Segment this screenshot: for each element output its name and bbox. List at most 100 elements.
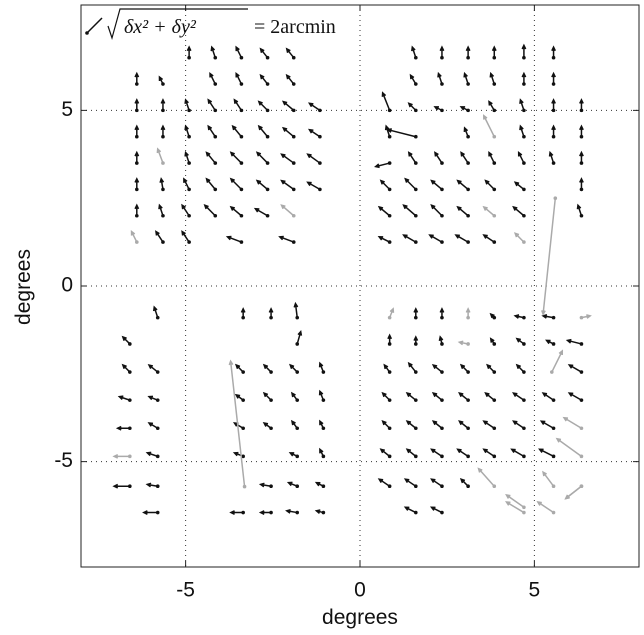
arrow <box>579 314 592 320</box>
arrow <box>134 203 140 218</box>
arrow <box>112 453 132 459</box>
arrow-tail <box>522 398 526 402</box>
arrow-tail <box>466 370 470 374</box>
arrow-shaft <box>403 478 417 487</box>
arrow <box>307 102 322 113</box>
arrow-shaft <box>386 128 416 138</box>
arrow-tail <box>440 187 444 192</box>
arrow-shaft <box>519 124 525 137</box>
arrow <box>488 150 497 165</box>
arrow-tail <box>414 187 418 192</box>
arrow-tail <box>295 370 300 374</box>
arrow-tail <box>579 161 584 165</box>
arrow-tail <box>321 510 326 515</box>
arrow-shaft <box>555 437 582 457</box>
arrow-tail <box>387 108 392 113</box>
arrow <box>482 448 497 459</box>
arrow <box>160 124 166 139</box>
arrow-tail <box>241 426 245 431</box>
arrow-shaft <box>285 47 295 59</box>
arrow-tail <box>241 398 245 402</box>
arrow-tail <box>551 342 556 346</box>
arrow <box>134 98 140 113</box>
arrow <box>207 124 218 139</box>
arrow-tail <box>291 55 296 60</box>
arrow <box>147 422 160 431</box>
arrow-tail <box>387 187 392 192</box>
arrow-shaft <box>576 203 583 216</box>
arrow <box>519 98 526 113</box>
arrow-tail <box>135 108 139 113</box>
arrow-shaft <box>384 124 391 137</box>
arrow-tail <box>522 342 526 346</box>
arrow-shaft <box>551 349 564 373</box>
arrow <box>205 151 218 165</box>
arrow <box>387 333 393 346</box>
arrow-tail <box>155 426 160 431</box>
arrow <box>319 447 326 459</box>
arrow-tail <box>161 82 165 86</box>
arrow <box>536 501 556 515</box>
arrow-tail <box>492 134 497 139</box>
arrow-shaft <box>564 485 582 500</box>
arrow <box>404 177 418 192</box>
arrow-tail <box>440 484 444 489</box>
arrow-shaft <box>205 177 216 190</box>
arrow <box>542 470 556 489</box>
arrow <box>458 420 470 431</box>
arrow-shaft <box>374 162 390 169</box>
arrow <box>579 177 584 192</box>
arrow-shaft <box>205 151 216 164</box>
arrow <box>121 335 132 346</box>
arrow-shaft <box>407 361 417 373</box>
arrow-shaft <box>431 392 443 401</box>
arrow-shaft <box>307 102 321 111</box>
arrow <box>413 335 419 346</box>
arrow <box>253 207 270 218</box>
arrow-tail <box>213 213 218 218</box>
arrow-tail <box>291 240 296 244</box>
arrow-shaft <box>377 236 390 243</box>
arrow <box>407 151 418 165</box>
arrow-tail <box>440 213 444 218</box>
arrow-shaft <box>112 453 130 459</box>
arrow-tail <box>265 82 270 86</box>
arrow <box>306 181 322 192</box>
arrow-tail <box>187 134 191 139</box>
arrow <box>229 151 244 165</box>
arrow <box>564 484 584 500</box>
arrow <box>459 363 470 374</box>
arrow <box>430 179 444 192</box>
arrow-shaft <box>482 205 495 217</box>
arrow-tail <box>551 426 556 431</box>
arrow <box>541 392 556 402</box>
arrow <box>306 153 322 165</box>
arrow <box>381 420 392 431</box>
arrow <box>289 363 300 374</box>
arrow-tail <box>440 240 444 244</box>
arrow <box>379 179 392 192</box>
arrow-tail <box>522 55 526 60</box>
arrow-shaft <box>229 151 242 164</box>
arrow-shaft <box>379 448 391 457</box>
arrow <box>438 335 444 346</box>
arrow <box>463 126 470 139</box>
arrow-shaft <box>477 467 495 487</box>
arrow-tail <box>291 213 296 218</box>
arrow-shaft <box>184 98 190 111</box>
arrow-tail <box>414 510 418 515</box>
arrow-shaft <box>411 45 417 58</box>
arrow-tail <box>291 134 296 139</box>
arrow-shaft <box>541 198 557 316</box>
arrow-tail <box>265 161 270 165</box>
arrow-tail <box>466 213 470 218</box>
arrow <box>233 98 244 113</box>
arrow <box>205 177 218 192</box>
arrow <box>483 114 497 139</box>
arrow <box>565 338 584 346</box>
arrow-tail <box>551 134 556 139</box>
arrow-shaft <box>285 73 295 85</box>
arrow-shaft <box>488 150 495 164</box>
arrow-shaft <box>463 71 469 85</box>
arrow-tail <box>522 370 526 374</box>
